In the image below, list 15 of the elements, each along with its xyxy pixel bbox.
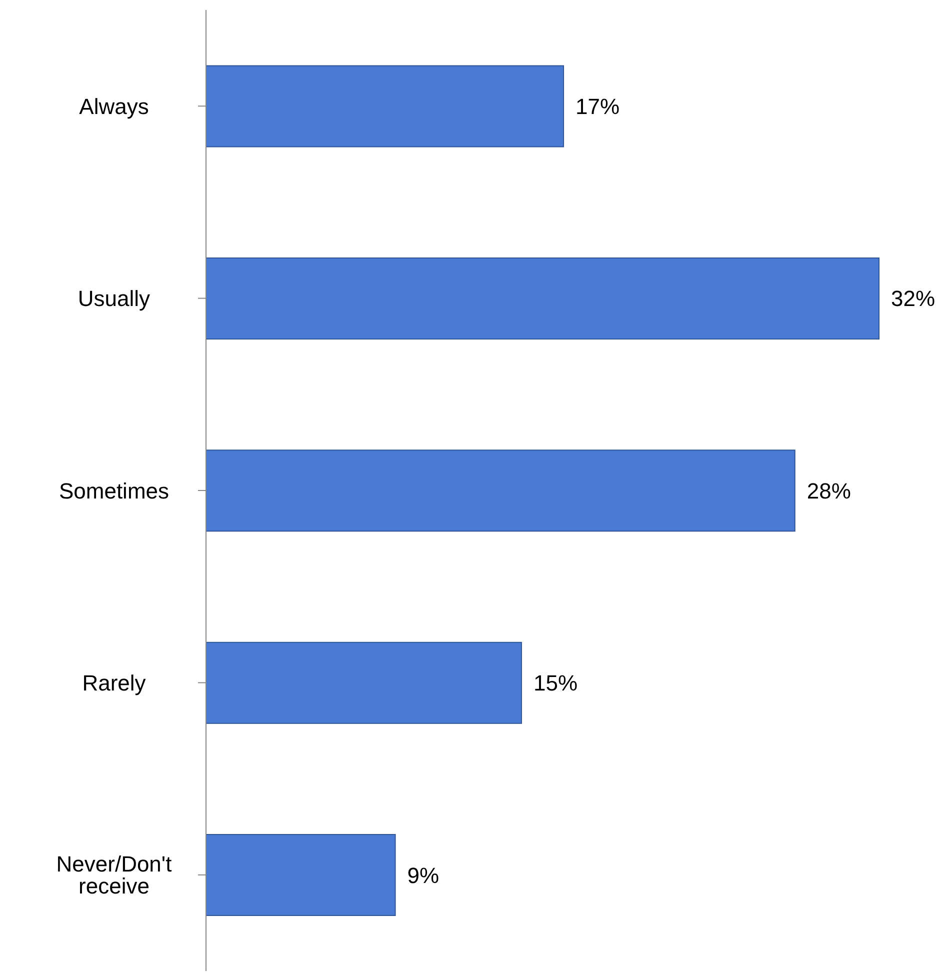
bar	[206, 257, 880, 340]
bar	[206, 65, 564, 148]
y-tick-label: Sometimes	[58, 478, 170, 504]
bar	[206, 450, 796, 532]
data-label: 9%	[407, 862, 440, 888]
data-label: 17%	[576, 94, 620, 120]
y-tick-label: Usually	[78, 286, 150, 312]
bar	[206, 642, 522, 724]
y-tick-label: Always	[79, 94, 149, 119]
y-tick-label: Never/Don't receive	[56, 852, 172, 899]
bar	[206, 834, 396, 916]
data-label: 32%	[891, 286, 936, 312]
data-label: 15%	[533, 670, 578, 696]
y-tick-label: Rarely	[82, 670, 146, 696]
data-label: 28%	[806, 478, 851, 504]
